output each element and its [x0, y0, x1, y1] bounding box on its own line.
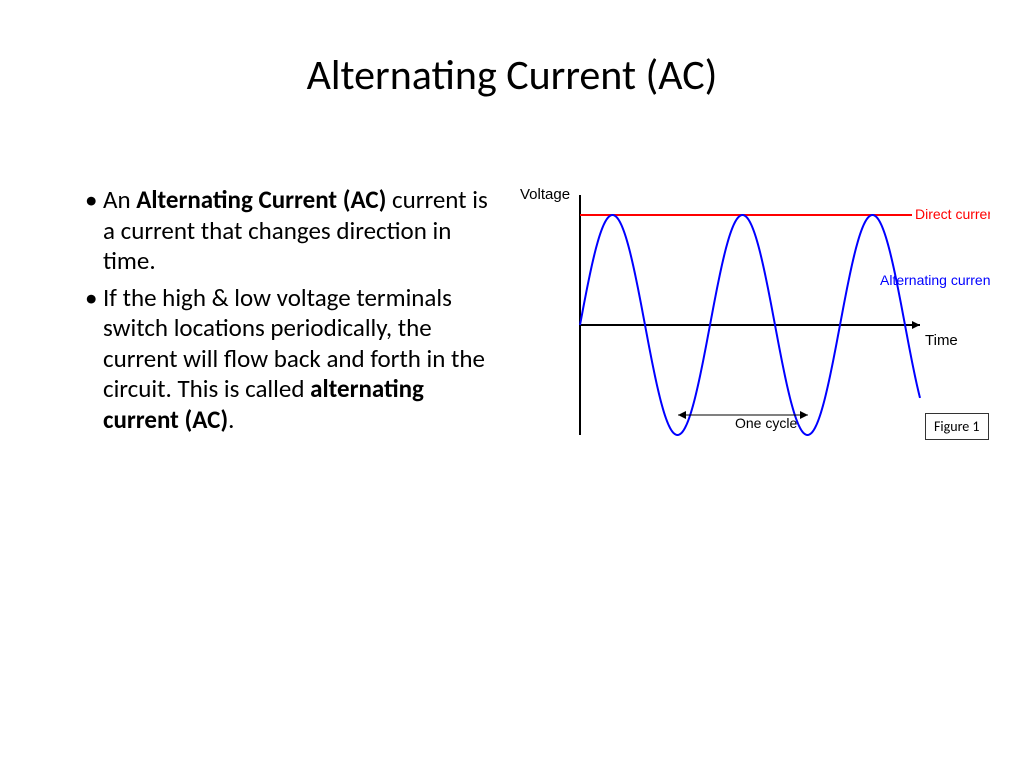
chart-label-dc: Direct current [915, 206, 990, 222]
chart-label-y_axis: Voltage [520, 186, 570, 203]
bullet-dot: • [85, 185, 103, 215]
ac-dc-chart: Voltage Time Direct current Alternating cur… [520, 185, 990, 465]
chart-label-x_axis: Time [925, 332, 958, 349]
bullet-list: •An Alternating Current (AC) current is … [85, 185, 495, 441]
bullet-text: If the high & low voltage terminals swit… [103, 283, 495, 436]
figure-label: Figure 1 [934, 418, 980, 435]
bullet-item: •An Alternating Current (AC) current is … [85, 185, 495, 277]
figure-label-box: Figure 1 [925, 413, 989, 440]
title-text: Alternating Current (AC) [307, 50, 718, 101]
bullet-text: An Alternating Current (AC) current is a… [103, 185, 495, 277]
chart-label-ac: Alternating current [880, 272, 990, 288]
chart-svg: Voltage Time Direct current Alternating cur… [520, 185, 990, 465]
slide: Alternating Current (AC) •An Alternating… [0, 0, 1024, 768]
chart-label-cycle: One cycle [735, 415, 797, 431]
slide-title: Alternating Current (AC) [0, 50, 1024, 101]
bullet-item: •If the high & low voltage terminals swi… [85, 283, 495, 436]
bullet-dot: • [85, 283, 103, 313]
